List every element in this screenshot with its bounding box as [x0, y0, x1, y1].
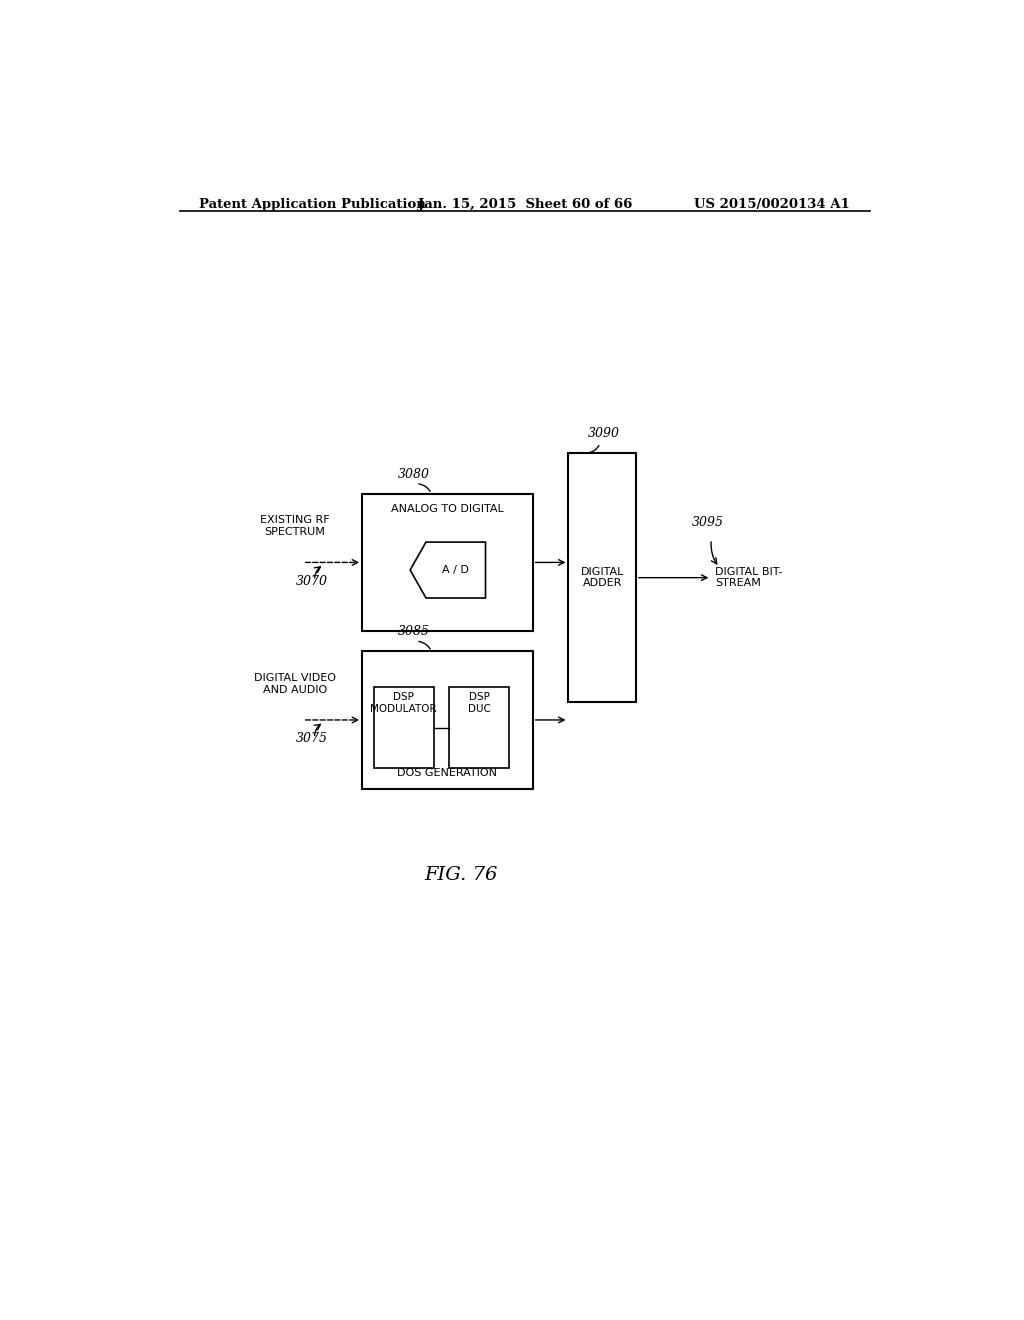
Bar [362, 494, 532, 631]
Bar [362, 651, 532, 788]
Text: Patent Application Publication: Patent Application Publication [200, 198, 426, 210]
Text: DSP
MODULATOR: DSP MODULATOR [371, 692, 437, 714]
Text: FIG. 76: FIG. 76 [425, 866, 498, 884]
Text: 3090: 3090 [588, 426, 621, 440]
Text: 3070: 3070 [296, 574, 329, 587]
Polygon shape [411, 543, 485, 598]
Text: 3085: 3085 [397, 626, 430, 638]
Bar [568, 453, 636, 702]
Text: DIGITAL
ADDER: DIGITAL ADDER [581, 566, 624, 589]
Text: EXISTING RF
SPECTRUM: EXISTING RF SPECTRUM [260, 515, 330, 537]
Bar [450, 686, 509, 768]
Text: Jan. 15, 2015  Sheet 60 of 66: Jan. 15, 2015 Sheet 60 of 66 [418, 198, 632, 210]
Text: DOS GENERATION: DOS GENERATION [397, 768, 498, 779]
Text: DIGITAL BIT-
STREAM: DIGITAL BIT- STREAM [715, 566, 782, 589]
Text: A / D: A / D [442, 565, 469, 576]
Text: DIGITAL VIDEO
AND AUDIO: DIGITAL VIDEO AND AUDIO [254, 673, 336, 694]
Text: ANALOG TO DIGITAL: ANALOG TO DIGITAL [391, 504, 504, 513]
Text: 3095: 3095 [691, 516, 723, 529]
Text: 3080: 3080 [397, 467, 430, 480]
Text: DSP
DUC: DSP DUC [468, 692, 490, 714]
Text: US 2015/0020134 A1: US 2015/0020134 A1 [694, 198, 850, 210]
Bar [374, 686, 433, 768]
Text: 3075: 3075 [296, 733, 329, 746]
